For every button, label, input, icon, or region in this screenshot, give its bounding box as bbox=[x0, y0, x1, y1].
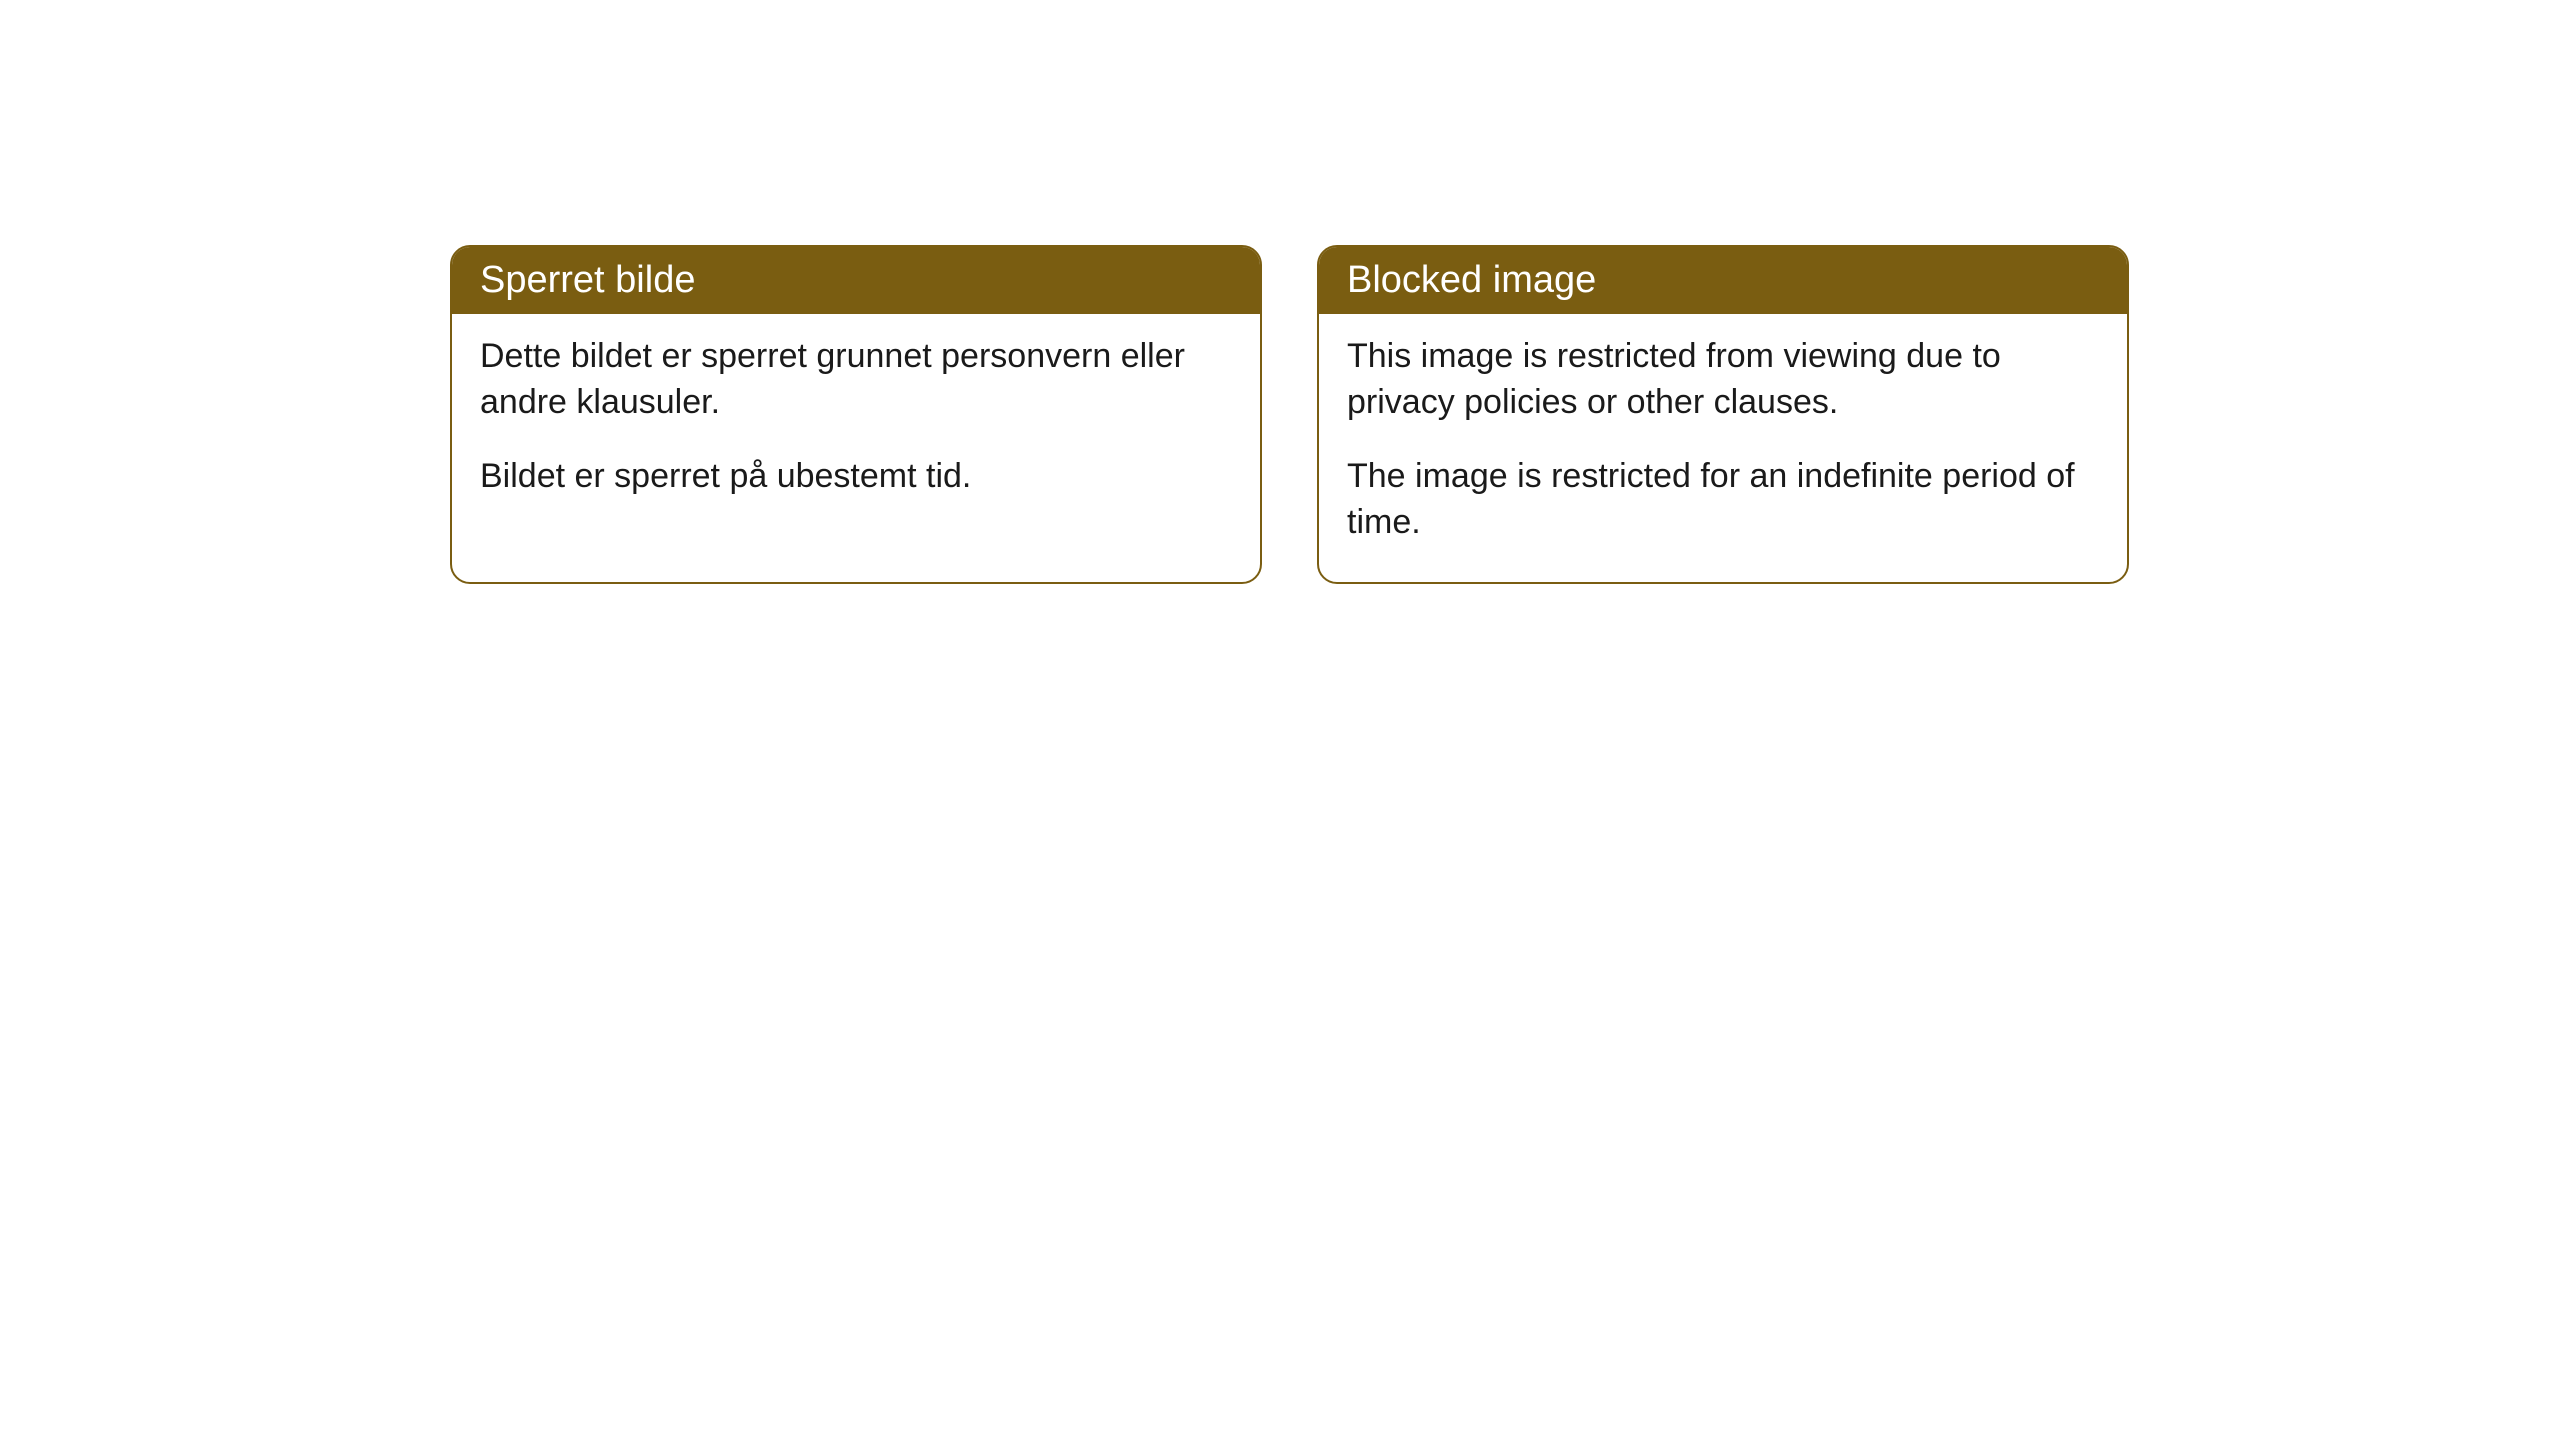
card-paragraph: This image is restricted from viewing du… bbox=[1347, 334, 2099, 426]
card-body: Dette bildet er sperret grunnet personve… bbox=[452, 314, 1260, 536]
card-header: Sperret bilde bbox=[452, 247, 1260, 314]
blocked-image-card-no: Sperret bilde Dette bildet er sperret gr… bbox=[450, 245, 1262, 584]
card-paragraph: Dette bildet er sperret grunnet personve… bbox=[480, 334, 1232, 426]
card-body: This image is restricted from viewing du… bbox=[1319, 314, 2127, 582]
blocked-image-card-en: Blocked image This image is restricted f… bbox=[1317, 245, 2129, 584]
card-paragraph: The image is restricted for an indefinit… bbox=[1347, 454, 2099, 546]
card-header: Blocked image bbox=[1319, 247, 2127, 314]
card-paragraph: Bildet er sperret på ubestemt tid. bbox=[480, 454, 1232, 500]
notice-cards-container: Sperret bilde Dette bildet er sperret gr… bbox=[450, 245, 2129, 584]
